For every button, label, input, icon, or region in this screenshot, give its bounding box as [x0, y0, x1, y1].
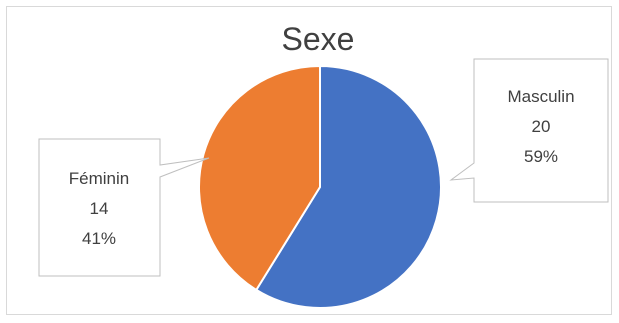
callout-box: [449, 58, 609, 203]
data-label-category: Féminin: [69, 169, 129, 188]
data-label-value: 20: [532, 117, 551, 136]
pie-slice-feminin: [198, 65, 321, 291]
pie-slice-masculin: [255, 65, 442, 309]
data-label-category: Masculin: [507, 87, 574, 106]
chart-title: Sexe: [282, 21, 355, 57]
data-label-callout: Féminin 14 41%: [38, 138, 210, 277]
data-label-callouts: Masculin 20 59% Féminin 14 41%: [38, 58, 609, 277]
callout-box: [38, 138, 210, 277]
data-label-percent: 59%: [524, 147, 558, 166]
data-label-percent: 41%: [82, 229, 116, 248]
data-label-value: 14: [90, 199, 109, 218]
pie-slices: [198, 65, 442, 309]
data-label-callout: Masculin 20 59%: [449, 58, 609, 203]
